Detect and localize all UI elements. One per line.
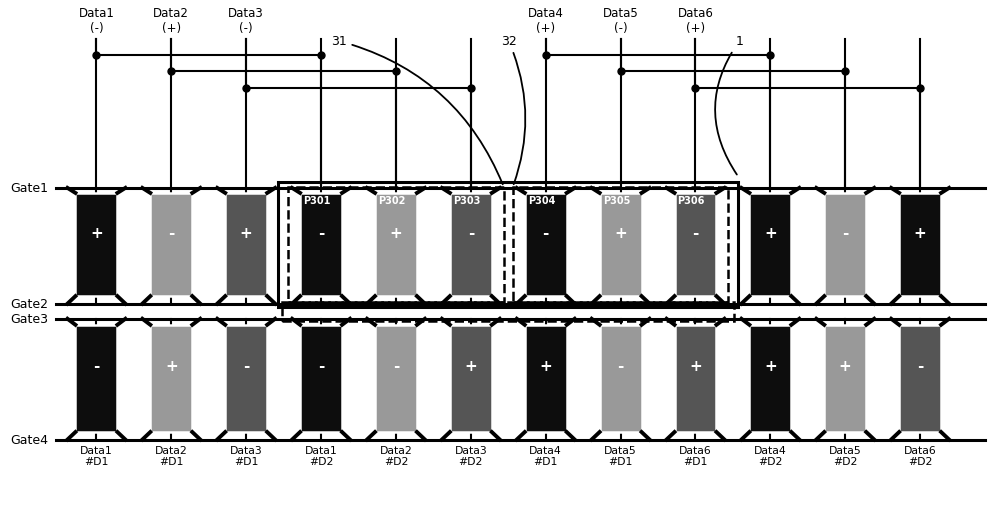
Bar — [899, 325, 941, 432]
Text: +: + — [764, 359, 777, 373]
Bar — [75, 325, 117, 432]
Text: P302: P302 — [378, 196, 405, 206]
Bar — [600, 325, 642, 432]
Bar — [513, 187, 728, 302]
Bar — [525, 325, 567, 432]
Text: Gate1: Gate1 — [11, 182, 49, 195]
Text: -: - — [842, 225, 848, 240]
Bar — [278, 182, 738, 308]
Text: 31: 31 — [331, 35, 503, 185]
Text: +: + — [914, 225, 927, 240]
Bar — [675, 193, 716, 296]
Bar — [899, 193, 941, 296]
Text: Data5
#D1: Data5 #D1 — [604, 445, 637, 466]
Bar — [824, 193, 866, 296]
Text: Data4
(+): Data4 (+) — [528, 8, 564, 35]
Text: Gate4: Gate4 — [11, 433, 49, 446]
Text: +: + — [539, 359, 552, 373]
Text: Data3
(-): Data3 (-) — [228, 8, 264, 35]
Bar — [75, 193, 117, 296]
Text: Data4
#D2: Data4 #D2 — [754, 445, 787, 466]
Text: Data3
#D1: Data3 #D1 — [230, 445, 263, 466]
Text: +: + — [390, 225, 402, 240]
Text: Data3
#D2: Data3 #D2 — [454, 445, 487, 466]
Text: -: - — [93, 359, 100, 373]
Text: +: + — [689, 359, 702, 373]
Bar — [288, 187, 504, 302]
Bar — [675, 325, 716, 432]
Text: -: - — [168, 225, 174, 240]
Text: -: - — [318, 359, 324, 373]
Text: +: + — [614, 225, 627, 240]
Text: Data5
(-): Data5 (-) — [603, 8, 638, 35]
Text: Data1
#D2: Data1 #D2 — [305, 445, 337, 466]
Text: -: - — [543, 225, 549, 240]
Text: -: - — [318, 225, 324, 240]
Text: -: - — [917, 359, 923, 373]
Text: P304: P304 — [528, 196, 555, 206]
Text: +: + — [240, 225, 253, 240]
Text: Data2
(+): Data2 (+) — [153, 8, 189, 35]
Text: +: + — [464, 359, 477, 373]
Text: Data2
#D1: Data2 #D1 — [155, 445, 188, 466]
Text: -: - — [243, 359, 249, 373]
Text: +: + — [764, 225, 777, 240]
Bar — [225, 193, 267, 296]
Bar — [600, 193, 642, 296]
Bar — [450, 193, 492, 296]
Text: Data4
#D1: Data4 #D1 — [529, 445, 562, 466]
Text: +: + — [165, 359, 178, 373]
Text: Data5
#D2: Data5 #D2 — [829, 445, 862, 466]
Text: -: - — [468, 225, 474, 240]
Text: Gate3: Gate3 — [11, 313, 49, 326]
Text: P306: P306 — [678, 196, 705, 206]
Bar — [824, 325, 866, 432]
Bar — [749, 325, 791, 432]
Text: Data6
#D1: Data6 #D1 — [679, 445, 712, 466]
Bar — [375, 193, 417, 296]
Bar — [150, 193, 192, 296]
Text: -: - — [393, 359, 399, 373]
Text: Data2
#D2: Data2 #D2 — [380, 445, 412, 466]
Text: Data6
(+): Data6 (+) — [678, 8, 713, 35]
Text: -: - — [617, 359, 624, 373]
Bar — [525, 193, 567, 296]
Text: 1: 1 — [715, 35, 743, 175]
Bar — [300, 325, 342, 432]
Bar — [282, 302, 734, 321]
Bar — [749, 193, 791, 296]
Bar — [225, 325, 267, 432]
Bar — [150, 325, 192, 432]
Text: P305: P305 — [603, 196, 630, 206]
Text: 32: 32 — [501, 35, 525, 185]
Text: Gate2: Gate2 — [11, 297, 49, 311]
Text: +: + — [839, 359, 852, 373]
Text: +: + — [90, 225, 103, 240]
Text: Data1
#D1: Data1 #D1 — [80, 445, 113, 466]
Text: P303: P303 — [453, 196, 480, 206]
Text: P301: P301 — [303, 196, 330, 206]
Text: Data6
#D2: Data6 #D2 — [904, 445, 937, 466]
Bar — [300, 193, 342, 296]
Bar — [375, 325, 417, 432]
Bar — [450, 325, 492, 432]
Text: Data1
(-): Data1 (-) — [78, 8, 114, 35]
Text: -: - — [692, 225, 699, 240]
